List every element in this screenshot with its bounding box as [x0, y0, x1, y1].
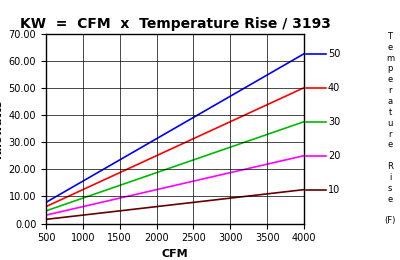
Text: 30: 30	[328, 117, 340, 127]
Text: (F): (F)	[384, 217, 396, 225]
Text: 10: 10	[328, 185, 340, 195]
Text: T: T	[388, 32, 392, 41]
Text: p: p	[387, 64, 393, 74]
Text: 50: 50	[328, 49, 340, 59]
Text: t: t	[388, 108, 392, 117]
Y-axis label: Kilowatts: Kilowatts	[0, 99, 3, 158]
Text: 40: 40	[328, 83, 340, 93]
X-axis label: CFM: CFM	[162, 249, 188, 259]
Text: e: e	[387, 75, 393, 84]
Text: e: e	[387, 195, 393, 204]
Text: i: i	[389, 173, 391, 182]
Text: r: r	[388, 86, 392, 95]
Text: R: R	[387, 162, 393, 171]
Text: e: e	[387, 140, 393, 150]
Text: u: u	[387, 119, 393, 128]
Text: r: r	[388, 130, 392, 139]
Text: s: s	[388, 184, 392, 193]
Text: m: m	[386, 54, 394, 63]
Text: 20: 20	[328, 151, 340, 161]
Text: a: a	[388, 97, 392, 106]
Title: KW  =  CFM  x  Temperature Rise / 3193: KW = CFM x Temperature Rise / 3193	[20, 17, 330, 31]
Text: e: e	[387, 43, 393, 52]
